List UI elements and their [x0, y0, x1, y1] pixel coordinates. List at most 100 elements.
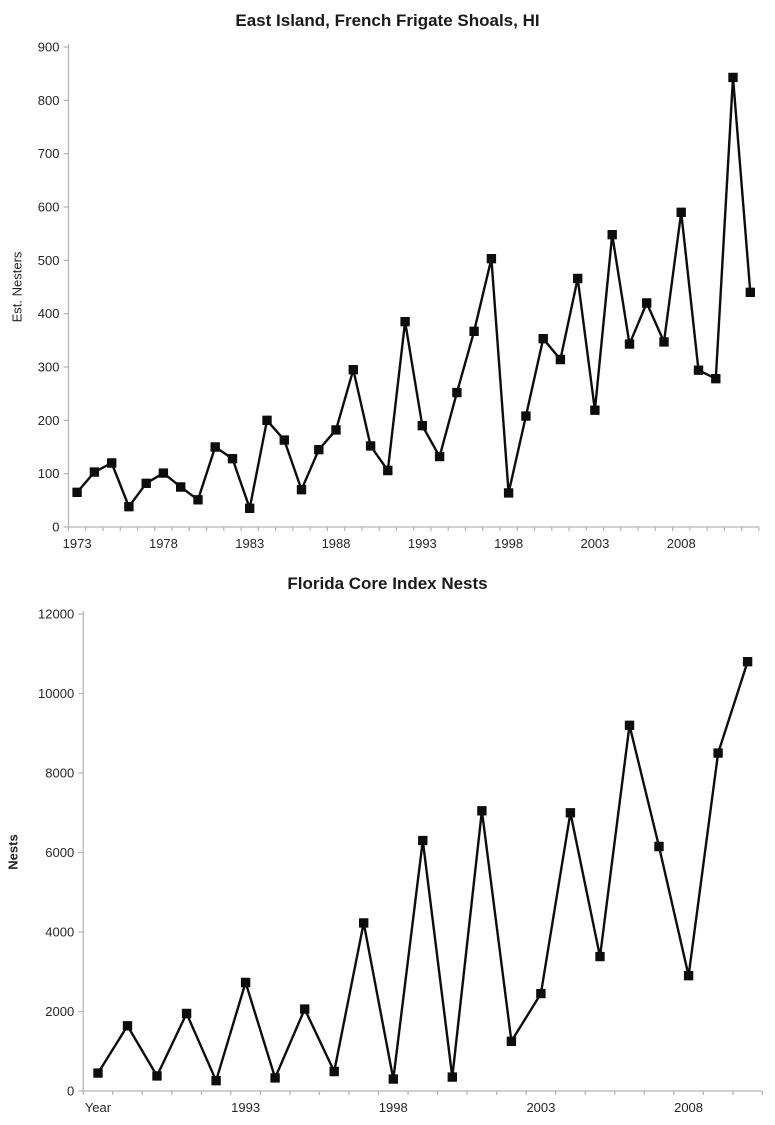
y-tick-label: 600 — [38, 200, 60, 215]
data-point-1994 — [434, 451, 445, 462]
x-tick-label: 1998 — [494, 536, 523, 551]
data-point-1989 — [122, 1021, 133, 1031]
data-point-1994 — [270, 1073, 280, 1083]
data-point-2002 — [573, 273, 583, 284]
data-point-2008 — [683, 971, 694, 981]
data-point-1999 — [418, 835, 428, 846]
y-tick-label: 800 — [38, 93, 60, 108]
data-point-2007 — [659, 337, 669, 347]
y-tick-label: 2000 — [45, 1004, 74, 1019]
data-point-1982 — [227, 454, 238, 464]
x-tick-label: 1993 — [231, 1100, 260, 1115]
chart-title-east-island: East Island, French Frigate Shoals, HI — [235, 11, 540, 30]
y-tick-label: 0 — [67, 1084, 74, 1099]
y-tick-label: 200 — [38, 413, 60, 428]
data-point-2007 — [654, 841, 664, 852]
data-point-1989 — [348, 365, 358, 375]
x-tick-label: 2003 — [580, 536, 609, 551]
data-point-1998 — [503, 488, 514, 498]
data-point-2004 — [565, 808, 576, 818]
data-point-1976 — [124, 502, 134, 512]
x-tick-label: 1988 — [322, 536, 351, 551]
chart-title-florida: Florida Core Index Nests — [287, 574, 488, 593]
x-tick-label: 1998 — [379, 1100, 408, 1115]
data-point-2003 — [590, 405, 600, 415]
data-point-2003 — [536, 988, 546, 999]
data-point-1998 — [388, 1074, 398, 1084]
data-point-1984 — [262, 415, 272, 425]
series-line — [96, 660, 749, 1082]
data-point-2010 — [742, 657, 753, 667]
data-point-2005 — [595, 951, 605, 962]
data-point-1983 — [245, 503, 255, 513]
data-point-1990 — [365, 441, 376, 451]
data-point-2008 — [676, 207, 686, 217]
data-point-1990 — [152, 1071, 162, 1081]
data-point-1995 — [452, 387, 462, 398]
data-point-1979 — [176, 482, 186, 492]
chart-canvas-florida: 0 2000 4000 6000 8000 10000 12000 Year 1993 1998 2… — [38, 607, 763, 1115]
y-tick-label: 6000 — [45, 845, 74, 860]
data-point-2000 — [447, 1072, 457, 1082]
data-point-2012 — [745, 287, 755, 297]
data-point-1993 — [240, 977, 251, 988]
data-point-1977 — [141, 478, 151, 488]
data-point-1995 — [300, 1004, 310, 1014]
x-tick-label: 2008 — [674, 1100, 703, 1115]
data-point-1980 — [193, 495, 203, 505]
data-point-1992 — [211, 1076, 221, 1086]
data-point-1996 — [329, 1066, 339, 1077]
data-point-1999 — [521, 411, 531, 421]
x-tick-label: 2008 — [667, 536, 696, 551]
series-line — [75, 76, 752, 510]
x-tick-label: 2003 — [526, 1100, 555, 1115]
data-point-1987 — [314, 445, 324, 455]
data-point-1981 — [210, 442, 220, 452]
data-point-1996 — [469, 326, 479, 336]
data-point-1997 — [486, 254, 497, 264]
data-point-2001 — [477, 806, 487, 816]
data-point-1992 — [400, 317, 410, 327]
data-point-2010 — [711, 374, 721, 384]
y-tick-label: 400 — [38, 306, 60, 321]
data-point-1993 — [417, 421, 427, 431]
data-point-2002 — [506, 1036, 517, 1046]
data-point-2001 — [555, 354, 566, 365]
x-tick-label: Year — [85, 1100, 112, 1115]
data-point-1975 — [107, 458, 117, 468]
y-tick-label: 12000 — [38, 607, 74, 622]
y-tick-label: 900 — [38, 40, 60, 55]
data-point-1974 — [89, 467, 100, 477]
data-point-2005 — [624, 339, 635, 349]
x-tick-label: 1973 — [63, 536, 92, 551]
y-tick-label: 8000 — [45, 766, 74, 781]
y-tick-label: 4000 — [45, 925, 74, 940]
data-point-1978 — [158, 468, 169, 478]
data-point-1988 — [331, 425, 341, 435]
data-point-2011 — [728, 72, 738, 83]
data-point-1986 — [296, 485, 307, 495]
data-point-2009 — [713, 748, 723, 758]
data-point-1985 — [279, 435, 289, 445]
y-tick-label: 300 — [38, 360, 60, 375]
y-tick-label: 10000 — [38, 686, 74, 701]
y-tick-label: 100 — [38, 466, 60, 481]
data-point-1997 — [359, 918, 369, 928]
data-point-2009 — [693, 365, 704, 375]
data-point-2006 — [624, 720, 635, 730]
data-point-1991 — [383, 465, 393, 476]
data-point-2006 — [642, 298, 652, 308]
y-tick-label: 700 — [38, 146, 60, 161]
y-tick-label: 500 — [38, 253, 60, 268]
data-point-1988 — [93, 1068, 103, 1078]
x-tick-label: 1978 — [149, 536, 178, 551]
x-tick-label: 1983 — [235, 536, 264, 551]
x-tick-label: 1993 — [408, 536, 437, 551]
chart-canvas-east-island: 0 100 200 300 400 500 600 700 800 900 1973 1978 1983… — [38, 40, 760, 551]
data-point-1973 — [72, 487, 82, 497]
y-tick-label: 0 — [52, 520, 59, 535]
data-point-2000 — [538, 334, 548, 344]
data-point-2004 — [607, 230, 617, 240]
data-point-1991 — [181, 1008, 192, 1019]
